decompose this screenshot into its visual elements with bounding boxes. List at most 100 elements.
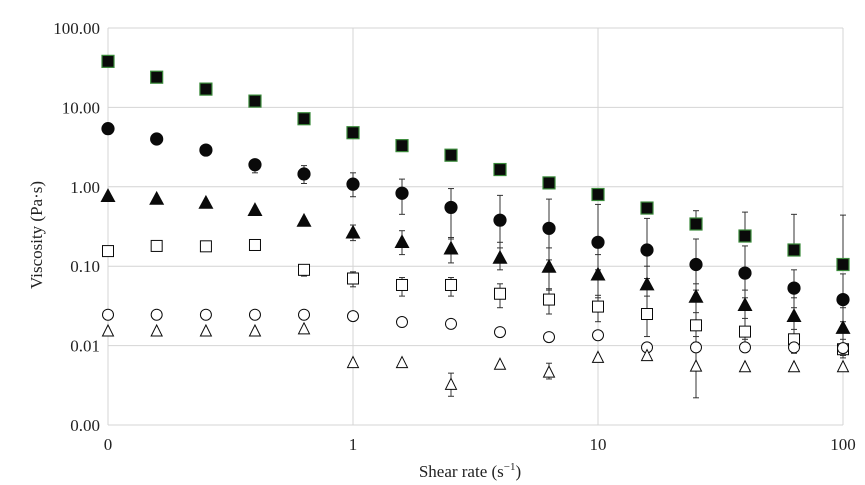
data-point xyxy=(591,235,605,249)
x-tick-label: 1 xyxy=(349,435,358,454)
y-tick-label: 0.00 xyxy=(70,416,100,435)
data-point xyxy=(640,243,654,257)
y-tick-label: 0.01 xyxy=(70,337,100,356)
data-point xyxy=(199,143,213,157)
data-point xyxy=(395,186,409,200)
y-tick-label: 1.00 xyxy=(70,178,100,197)
data-point xyxy=(395,139,409,153)
data-point xyxy=(640,201,654,215)
data-point xyxy=(690,319,703,332)
data-point xyxy=(298,308,311,321)
data-point xyxy=(787,243,801,257)
data-point xyxy=(199,323,213,337)
data-point xyxy=(836,257,850,272)
data-point xyxy=(590,266,606,281)
data-point xyxy=(248,94,262,108)
data-point xyxy=(738,359,752,373)
data-point xyxy=(543,293,556,306)
data-point xyxy=(788,341,801,354)
data-point xyxy=(346,126,360,140)
data-point xyxy=(297,321,311,335)
data-point xyxy=(296,212,312,227)
data-point xyxy=(346,355,360,369)
data-point xyxy=(198,194,214,209)
grid xyxy=(107,27,844,426)
data-point xyxy=(738,229,752,243)
data-point xyxy=(592,300,604,313)
data-point xyxy=(688,288,704,303)
data-point xyxy=(101,323,115,337)
data-point xyxy=(443,240,459,255)
data-point xyxy=(836,359,850,373)
data-point xyxy=(542,365,556,378)
data-point xyxy=(738,341,751,354)
data-point xyxy=(248,308,261,321)
x-axis-label: Shear rate (s−1) xyxy=(419,461,521,481)
y-tick-label: 10.00 xyxy=(62,98,100,117)
data-markers xyxy=(100,54,851,390)
data-point xyxy=(541,258,557,273)
data-point xyxy=(493,357,507,370)
data-point xyxy=(298,263,311,276)
y-tick-label: 100.00 xyxy=(53,19,100,38)
data-point xyxy=(738,266,752,280)
data-point xyxy=(150,323,163,337)
data-point xyxy=(592,329,604,342)
data-point xyxy=(836,292,850,307)
data-point xyxy=(493,162,507,177)
data-point xyxy=(347,272,359,285)
x-axis-label-close: ) xyxy=(516,462,522,481)
data-point xyxy=(297,167,311,181)
data-point xyxy=(640,348,654,362)
data-point xyxy=(101,122,115,136)
data-point xyxy=(492,249,508,264)
data-point xyxy=(639,276,655,291)
x-tick-label: 0 xyxy=(104,435,113,454)
data-point xyxy=(150,70,164,84)
data-point xyxy=(444,148,458,162)
data-point xyxy=(445,278,458,291)
data-point xyxy=(493,287,506,300)
data-point xyxy=(199,82,213,96)
data-point xyxy=(444,200,458,215)
data-point xyxy=(690,341,703,354)
data-point xyxy=(689,358,703,372)
data-point xyxy=(100,188,116,202)
data-point xyxy=(786,308,802,323)
tick-labels: 0.00 0.01 0.10 1.00 10.00 100.00 0 1 10 100 xyxy=(53,19,856,454)
data-point xyxy=(297,112,311,126)
data-point xyxy=(396,278,409,291)
data-point xyxy=(345,224,361,239)
data-point xyxy=(347,310,359,323)
data-point xyxy=(248,238,261,251)
data-point xyxy=(394,234,410,249)
data-point xyxy=(787,281,801,295)
data-point xyxy=(444,377,458,390)
y-axis-label: Viscosity (Pa·s) xyxy=(27,181,46,289)
data-point xyxy=(149,190,165,205)
y-tick-label: 0.10 xyxy=(70,257,100,276)
data-point xyxy=(102,245,114,258)
x-tick-label: 100 xyxy=(830,435,856,454)
data-point xyxy=(738,325,751,338)
data-point xyxy=(150,308,163,321)
data-point xyxy=(641,308,654,321)
data-point xyxy=(493,326,506,339)
data-point xyxy=(396,316,409,329)
data-point xyxy=(150,239,163,252)
data-point xyxy=(199,240,212,253)
data-point xyxy=(837,342,849,355)
data-point xyxy=(542,221,556,235)
data-point xyxy=(542,176,556,190)
data-point xyxy=(101,54,115,68)
data-point xyxy=(493,213,507,227)
data-point xyxy=(346,177,360,191)
data-point xyxy=(689,217,703,231)
data-point xyxy=(445,317,458,330)
data-point xyxy=(591,350,605,363)
data-point xyxy=(543,331,556,344)
data-point xyxy=(150,132,164,146)
data-point xyxy=(102,308,114,321)
